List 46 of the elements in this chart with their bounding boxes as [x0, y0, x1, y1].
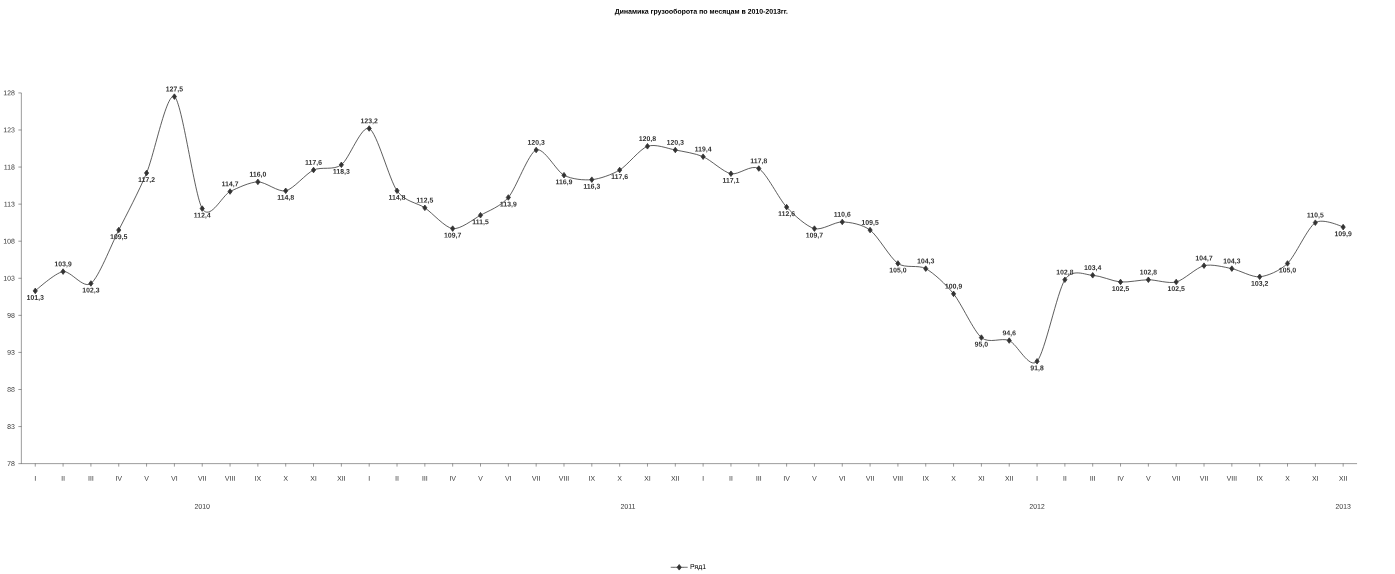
point — [1006, 337, 1012, 344]
point — [672, 146, 678, 153]
point — [1145, 276, 1151, 283]
point — [867, 226, 873, 234]
point — [422, 204, 428, 211]
point — [394, 187, 400, 194]
point — [923, 265, 929, 272]
point — [1285, 260, 1290, 267]
point — [283, 187, 289, 194]
point — [227, 188, 233, 195]
point — [978, 334, 984, 341]
point — [32, 287, 38, 294]
point — [255, 178, 261, 185]
point — [366, 125, 372, 132]
point — [60, 268, 66, 275]
point — [171, 93, 177, 100]
point — [1062, 276, 1068, 283]
point — [728, 170, 734, 177]
point — [1340, 223, 1346, 231]
point — [1118, 278, 1124, 285]
point — [644, 142, 650, 150]
point — [116, 226, 122, 234]
point — [199, 205, 205, 212]
point — [1173, 278, 1179, 285]
point — [338, 161, 344, 168]
point — [450, 225, 456, 232]
point — [756, 165, 762, 172]
point — [533, 146, 539, 153]
point — [895, 260, 901, 267]
point — [505, 194, 511, 201]
point — [784, 203, 790, 211]
point — [1034, 357, 1040, 365]
point — [1257, 273, 1263, 280]
point — [617, 166, 623, 174]
point — [1312, 219, 1318, 226]
point — [311, 166, 317, 174]
point — [1201, 262, 1207, 269]
point — [700, 153, 706, 160]
point — [88, 280, 94, 287]
point — [589, 176, 595, 183]
point — [811, 225, 817, 232]
point — [561, 171, 567, 179]
point — [1229, 265, 1235, 272]
point — [951, 290, 957, 297]
point — [839, 218, 845, 225]
point — [144, 169, 150, 176]
